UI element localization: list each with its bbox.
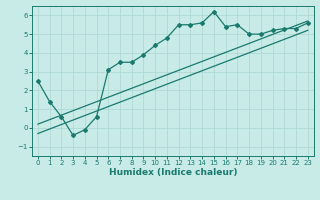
X-axis label: Humidex (Indice chaleur): Humidex (Indice chaleur) (108, 168, 237, 177)
